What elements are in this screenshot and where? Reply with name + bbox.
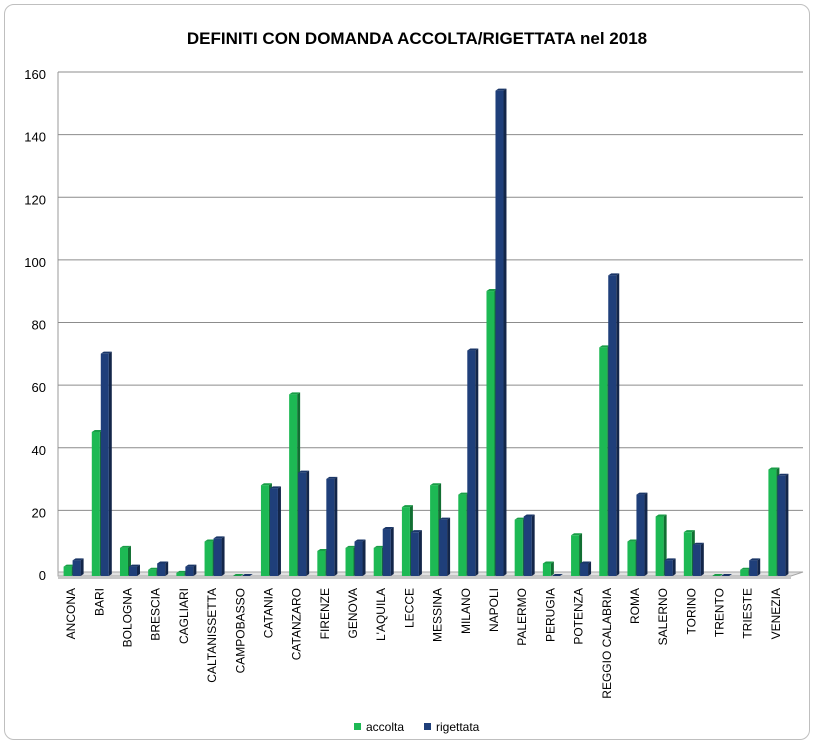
bar-rigettata <box>608 273 620 576</box>
x-tick-label: ANCONA <box>64 588 78 639</box>
bar-rigettata <box>185 564 197 576</box>
bar-rigettata <box>269 486 281 576</box>
legend-item-accolta: accolta <box>354 720 404 734</box>
bar-rigettata <box>664 558 676 576</box>
y-tick-label: 160 <box>24 67 46 82</box>
x-axis: ANCONA BARI BOLOGNA BRESCIA CAGLIARI CALTANIS… <box>64 588 783 699</box>
legend-label: rigettata <box>436 720 480 734</box>
x-tick-label: NAPOLI <box>487 588 501 632</box>
x-tick-label: POTENZA <box>572 588 586 645</box>
bar-rigettata <box>692 542 704 576</box>
bar-accolta <box>542 561 554 576</box>
x-tick-label: SALERNO <box>656 588 670 645</box>
legend-label: accolta <box>366 720 404 734</box>
x-tick-label: BOLOGNA <box>120 588 134 647</box>
bars <box>63 88 789 576</box>
bar-rigettata <box>382 527 394 576</box>
bar-rigettata <box>354 539 366 576</box>
x-tick-label: L'AQUILA <box>374 588 388 641</box>
bar-rigettata <box>551 574 563 576</box>
x-tick-label: CATANZARO <box>290 588 304 660</box>
bar-accolta <box>712 574 724 576</box>
x-tick-label: TORINO <box>684 588 698 634</box>
bar-rigettata <box>213 536 225 576</box>
bar-accolta <box>232 574 244 576</box>
legend: accolta rigettata <box>354 720 480 734</box>
y-tick-label: 60 <box>32 380 46 395</box>
bar-rigettata <box>495 88 507 576</box>
y-tick-label: 0 <box>39 568 46 583</box>
chart-frame <box>4 4 810 740</box>
x-tick-label: PALERMO <box>515 588 529 646</box>
y-tick-label: 100 <box>24 255 46 270</box>
bar-rigettata <box>721 574 733 576</box>
y-tick-label: 140 <box>24 130 46 145</box>
bar-rigettata <box>100 351 112 576</box>
x-tick-label: TRIESTE <box>741 588 755 639</box>
x-tick-label: CAMPOBASSO <box>233 588 247 673</box>
x-tick-label: GENOVA <box>346 588 360 638</box>
x-tick-label: BRESCIA <box>149 588 163 641</box>
y-tick-label: 40 <box>32 443 46 458</box>
bar-rigettata <box>410 530 422 576</box>
bar-rigettata <box>128 564 140 576</box>
bar-rigettata <box>326 476 338 576</box>
chart-title: DEFINITI CON DOMANDA ACCOLTA/RIGETTATA n… <box>187 29 647 48</box>
y-tick-label: 120 <box>24 192 46 207</box>
x-tick-label: FIRENZE <box>318 588 332 639</box>
bar-rigettata <box>523 514 535 576</box>
bar-rigettata <box>749 558 761 576</box>
x-tick-label: TRENTO <box>713 588 727 637</box>
legend-item-rigettata: rigettata <box>424 720 480 734</box>
x-tick-label: ROMA <box>628 588 642 624</box>
x-tick-label: CALTANISSETTA <box>205 588 219 683</box>
bar-rigettata <box>636 492 648 576</box>
bar-rigettata <box>439 517 451 576</box>
x-tick-label: MILANO <box>459 588 473 634</box>
x-tick-label: LECCE <box>402 588 416 628</box>
x-tick-label: BARI <box>92 588 106 616</box>
legend-swatch <box>354 723 361 730</box>
gridlines <box>57 71 803 573</box>
x-tick-label: PERUGIA <box>543 588 557 642</box>
bar-rigettata <box>467 348 479 576</box>
floor-edge <box>58 576 791 579</box>
x-tick-label: MESSINA <box>431 588 445 642</box>
bar-rigettata <box>777 473 789 576</box>
x-tick-label: CATANIA <box>261 588 275 638</box>
x-tick-label: CAGLIARI <box>177 588 191 644</box>
bar-rigettata <box>580 561 592 576</box>
y-tick-label: 20 <box>32 505 46 520</box>
bar-rigettata <box>72 558 84 576</box>
bar-rigettata <box>241 574 253 576</box>
y-tick-label: 80 <box>32 318 46 333</box>
bar-rigettata <box>298 470 310 576</box>
bar-rigettata <box>157 561 169 576</box>
x-tick-label: VENEZIA <box>769 588 783 639</box>
legend-swatch <box>424 723 431 730</box>
x-tick-label: REGGIO CALABRIA <box>600 588 614 699</box>
y-axis: 0 20 40 60 80 100 120 140 160 <box>24 67 46 583</box>
